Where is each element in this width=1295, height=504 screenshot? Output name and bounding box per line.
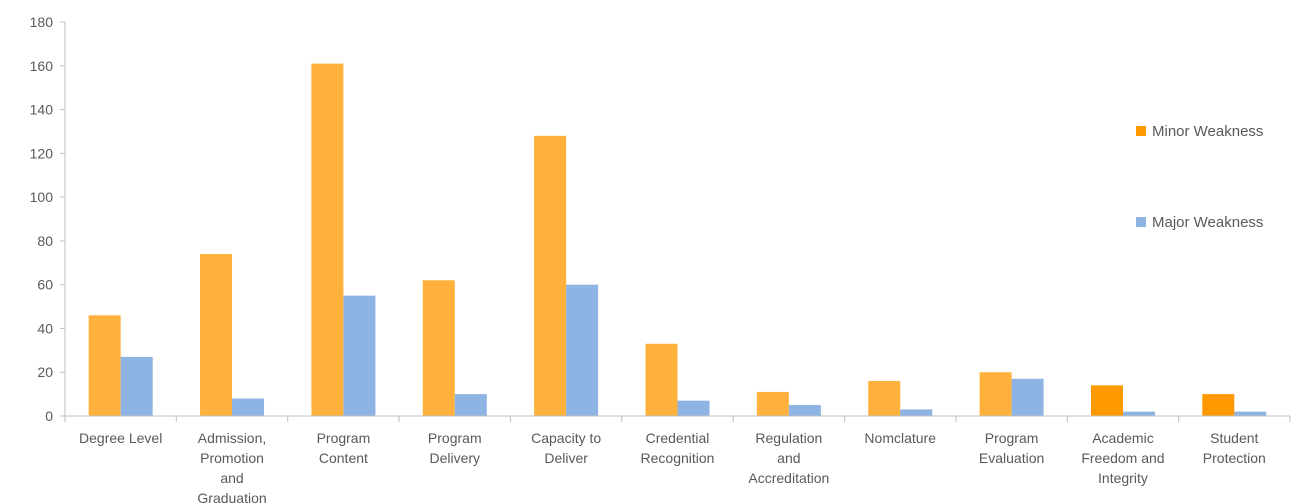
x-category-label-line: Program [428,430,482,446]
y-tick-label: 80 [37,233,53,249]
bar-major-weakness-1 [120,356,153,416]
bar-minor-weakness-3 [311,63,344,416]
bar-major-weakness-2 [232,398,265,416]
bar-major-weakness-8 [900,409,933,416]
x-category-label-line: Recognition [641,450,715,466]
x-category-label-line: Program [985,430,1039,446]
x-category-label: Program Delivery [428,430,482,466]
x-category-label-line: Delivery [429,450,480,466]
bar-major-weakness-7 [788,405,821,416]
bars [88,63,1267,417]
y-tick-label: 40 [37,320,53,336]
bar-minor-weakness-1 [88,315,121,416]
x-category-label-line: Accreditation [748,470,829,486]
x-category-label-line: Freedom and [1081,450,1164,466]
x-category-label-line: Academic [1092,430,1153,446]
bar-minor-weakness-5 [534,135,567,417]
x-category-label-line: Integrity [1098,470,1148,486]
x-category-label: Admission, Promotion and Graduation [197,430,266,504]
legend-label-major-weakness: Major Weakness [1152,214,1263,231]
bar-major-weakness-6 [677,400,710,416]
y-tick-label: 100 [30,189,54,205]
x-category-label-line: Evaluation [979,450,1044,466]
legend: Minor Weakness Major Weakness [1136,123,1263,231]
bar-minor-weakness-4 [422,280,455,416]
x-category-label-line: Nomclature [864,430,936,446]
x-category-label: Regulation and Accreditation [748,430,829,486]
y-tick-label: 60 [37,277,53,293]
x-category-label-line: Credential [646,430,710,446]
bar-minor-weakness-11 [1202,394,1235,416]
x-category-label-line: Promotion [200,450,264,466]
legend-swatch-minor-weakness [1136,126,1146,136]
x-category-label-line: Capacity to [531,430,601,446]
x-category-label: Degree Level [79,430,162,446]
x-category-label-line: Content [319,450,368,466]
y-tick-label: 180 [30,14,54,30]
x-category-label: Program Evaluation [979,430,1044,466]
bar-major-weakness-10 [1122,411,1155,416]
x-category-label: Credential Recognition [641,430,715,466]
bar-minor-weakness-8 [868,380,901,416]
bar-major-weakness-3 [343,295,376,416]
x-category-label-line: Degree Level [79,430,162,446]
x-category-label-line: and [777,450,800,466]
y-tick-label: 140 [30,102,54,118]
x-category-label: Capacity to Deliver [531,430,601,466]
x-category-label-line: and [220,470,243,486]
bar-minor-weakness-7 [756,391,789,416]
y-tick-label: 0 [45,408,53,424]
bar-major-weakness-4 [454,394,487,416]
x-category-label-line: Regulation [755,430,822,446]
y-tick-label: 160 [30,58,54,74]
bar-major-weakness-5 [566,284,599,416]
x-axis: Degree Level Admission, Promotion and Gradua… [64,415,1291,504]
legend-label-minor-weakness: Minor Weakness [1152,123,1263,140]
legend-swatch-major-weakness [1136,217,1146,227]
y-tick-label: 20 [37,364,53,380]
x-category-label-line: Student [1210,430,1258,446]
bar-major-weakness-9 [1011,378,1044,416]
bar-minor-weakness-6 [645,343,678,416]
x-category-label: Program Content [317,430,371,466]
y-tick-label: 120 [30,145,54,161]
x-category-label: Nomclature [864,430,936,446]
x-category-label-line: Graduation [197,490,266,504]
bar-major-weakness-11 [1234,411,1267,416]
y-axis: 0 20 40 60 80 100 120 140 160 180 [30,14,66,424]
x-category-label-line: Protection [1203,450,1266,466]
bar-minor-weakness-2 [200,254,233,416]
x-category-label: Academic Freedom and Integrity [1081,430,1164,486]
x-category-label-line: Program [317,430,371,446]
bar-minor-weakness-9 [979,372,1012,416]
x-category-label-line: Deliver [544,450,588,466]
x-category-label: Student Protection [1203,430,1266,466]
x-category-label-line: Admission, [198,430,266,446]
bar-minor-weakness-10 [1090,385,1123,416]
